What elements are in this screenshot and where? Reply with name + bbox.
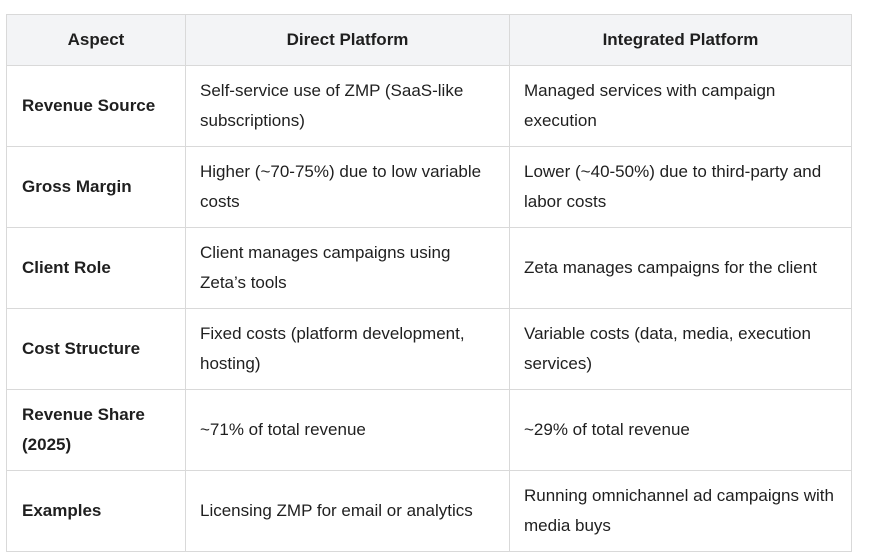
- table-row: Revenue Share (2025) ~71% of total reven…: [6, 389, 852, 471]
- direct-platform-cell: Self-service use of ZMP (SaaS-like subsc…: [185, 65, 510, 147]
- aspect-cell: Revenue Source: [6, 65, 186, 147]
- comparison-table: Aspect Direct Platform Integrated Platfo…: [6, 14, 852, 552]
- table-row: Revenue Source Self-service use of ZMP (…: [6, 65, 852, 147]
- table-body: Revenue Source Self-service use of ZMP (…: [6, 65, 852, 552]
- direct-platform-cell: Licensing ZMP for email or analytics: [185, 470, 510, 552]
- integrated-platform-cell: Managed services with campaign execution: [509, 65, 852, 147]
- comparison-table-container: Aspect Direct Platform Integrated Platfo…: [6, 14, 852, 552]
- table-row: Gross Margin Higher (~70-75%) due to low…: [6, 146, 852, 228]
- integrated-platform-cell: Zeta manages campaigns for the client: [509, 227, 852, 309]
- direct-platform-cell: ~71% of total revenue: [185, 389, 510, 471]
- table-row: Cost Structure Fixed costs (platform dev…: [6, 308, 852, 390]
- aspect-cell: Examples: [6, 470, 186, 552]
- table-header: Aspect Direct Platform Integrated Platfo…: [6, 14, 852, 66]
- table-row: Client Role Client manages campaigns usi…: [6, 227, 852, 309]
- table-row: Examples Licensing ZMP for email or anal…: [6, 470, 852, 552]
- direct-platform-cell: Client manages campaigns using Zeta’s to…: [185, 227, 510, 309]
- direct-platform-cell: Fixed costs (platform development, hosti…: [185, 308, 510, 390]
- integrated-platform-cell: Running omnichannel ad campaigns with me…: [509, 470, 852, 552]
- aspect-cell: Client Role: [6, 227, 186, 309]
- header-aspect: Aspect: [6, 14, 186, 66]
- aspect-cell: Gross Margin: [6, 146, 186, 228]
- header-integrated-platform: Integrated Platform: [509, 14, 852, 66]
- header-row: Aspect Direct Platform Integrated Platfo…: [6, 14, 852, 66]
- aspect-cell: Revenue Share (2025): [6, 389, 186, 471]
- integrated-platform-cell: Lower (~40-50%) due to third-party and l…: [509, 146, 852, 228]
- direct-platform-cell: Higher (~70-75%) due to low variable cos…: [185, 146, 510, 228]
- integrated-platform-cell: Variable costs (data, media, execution s…: [509, 308, 852, 390]
- header-direct-platform: Direct Platform: [185, 14, 510, 66]
- aspect-cell: Cost Structure: [6, 308, 186, 390]
- integrated-platform-cell: ~29% of total revenue: [509, 389, 852, 471]
